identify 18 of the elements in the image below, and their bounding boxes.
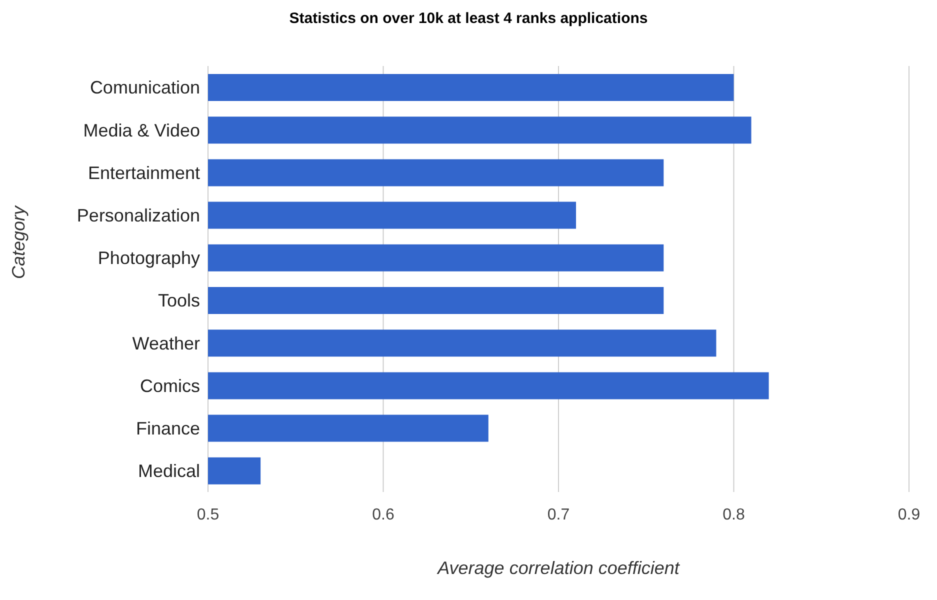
y-tick-label: Photography: [98, 248, 200, 268]
y-tick-label: Personalization: [76, 205, 200, 226]
y-tick-label: Finance: [136, 418, 200, 438]
x-tick-label: 0.5: [196, 506, 220, 524]
y-tick-label: Tools: [158, 290, 200, 311]
x-tick-label: 0.8: [722, 506, 745, 524]
x-axis-title: Average correlation coefficient: [436, 558, 680, 578]
x-tick-label: 0.9: [898, 506, 920, 524]
y-tick-label: Medical: [138, 461, 200, 482]
chart-title: Statistics on over 10k at least 4 ranks applications: [288, 10, 649, 27]
y-tick-label: Entertainment: [88, 162, 200, 183]
x-tick-label: 0.6: [372, 506, 394, 524]
x-tick-label: 0.7: [547, 506, 570, 524]
y-tick-label: Comics: [140, 376, 200, 396]
y-tick-label: Media & Video: [83, 120, 200, 140]
y-tick-label: Weather: [132, 333, 200, 354]
y-axis-title: Category: [8, 204, 28, 279]
y-tick-label: Comunication: [90, 78, 200, 98]
